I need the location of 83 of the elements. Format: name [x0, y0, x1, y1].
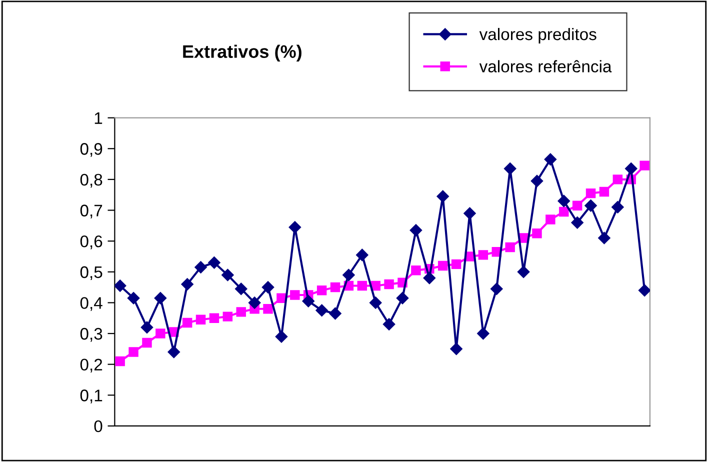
point	[370, 296, 382, 309]
y-tick-label: 1	[94, 112, 102, 124]
point	[382, 318, 396, 330]
point	[316, 304, 328, 316]
point	[316, 286, 327, 296]
point	[357, 280, 368, 291]
point	[290, 290, 300, 300]
y-tick-label: 0,7	[80, 204, 102, 218]
point	[436, 190, 449, 202]
point	[546, 214, 556, 224]
point	[330, 282, 340, 292]
point	[544, 153, 557, 166]
point	[558, 194, 570, 208]
y-tick-label: 0,8	[80, 174, 102, 188]
point	[222, 312, 233, 322]
point	[209, 313, 220, 323]
point	[559, 206, 569, 217]
point	[127, 292, 140, 304]
point	[505, 242, 515, 252]
point	[599, 186, 610, 197]
y-tick-label: 0,2	[80, 358, 102, 373]
point	[181, 278, 194, 290]
point	[450, 342, 462, 356]
point	[263, 304, 273, 314]
point	[586, 188, 596, 198]
point	[532, 228, 542, 238]
point	[410, 224, 422, 236]
point	[288, 221, 301, 234]
point	[302, 295, 314, 308]
point	[411, 265, 421, 276]
point	[235, 282, 248, 295]
point	[276, 293, 286, 303]
chart-title: Extrativos (%)	[183, 44, 302, 62]
point	[196, 314, 206, 325]
point	[156, 328, 166, 338]
point	[584, 200, 597, 212]
point	[342, 268, 355, 282]
point	[115, 356, 125, 366]
y-tick-label: 0,5	[80, 266, 102, 280]
point	[329, 307, 342, 320]
y-tick-label: 0,1	[80, 390, 102, 404]
point	[625, 162, 638, 175]
point	[236, 307, 246, 317]
point	[598, 232, 610, 244]
point	[638, 284, 650, 296]
point	[530, 174, 544, 188]
legend-label: valores preditos	[479, 28, 596, 44]
point	[464, 207, 476, 220]
point	[222, 268, 234, 282]
y-tick-label: 0,4	[80, 297, 102, 311]
y-tick-label: 0,3	[80, 328, 102, 342]
point	[114, 280, 126, 292]
point	[248, 296, 261, 309]
point	[154, 292, 167, 304]
point	[478, 250, 488, 260]
point	[275, 330, 288, 343]
point	[182, 318, 192, 328]
point	[128, 347, 138, 357]
point	[142, 338, 152, 348]
point	[572, 200, 582, 210]
point	[262, 281, 274, 294]
point	[612, 201, 624, 214]
y-tick-label: 0,9	[80, 143, 102, 157]
point	[477, 327, 490, 340]
legend-label: valores referência	[479, 60, 612, 72]
point	[571, 216, 584, 229]
point	[490, 282, 503, 295]
point	[612, 174, 623, 184]
point	[517, 266, 530, 278]
point	[208, 256, 220, 269]
point	[504, 162, 516, 175]
point	[640, 160, 650, 170]
point	[168, 346, 180, 358]
y-tick-label: 0,6	[80, 235, 102, 250]
y-tick-label: 0	[94, 420, 102, 432]
point	[451, 259, 462, 270]
point	[438, 260, 448, 271]
point	[396, 292, 409, 304]
point	[194, 261, 207, 274]
point	[423, 272, 436, 284]
point	[384, 279, 394, 290]
point	[140, 321, 154, 334]
point	[356, 248, 368, 262]
